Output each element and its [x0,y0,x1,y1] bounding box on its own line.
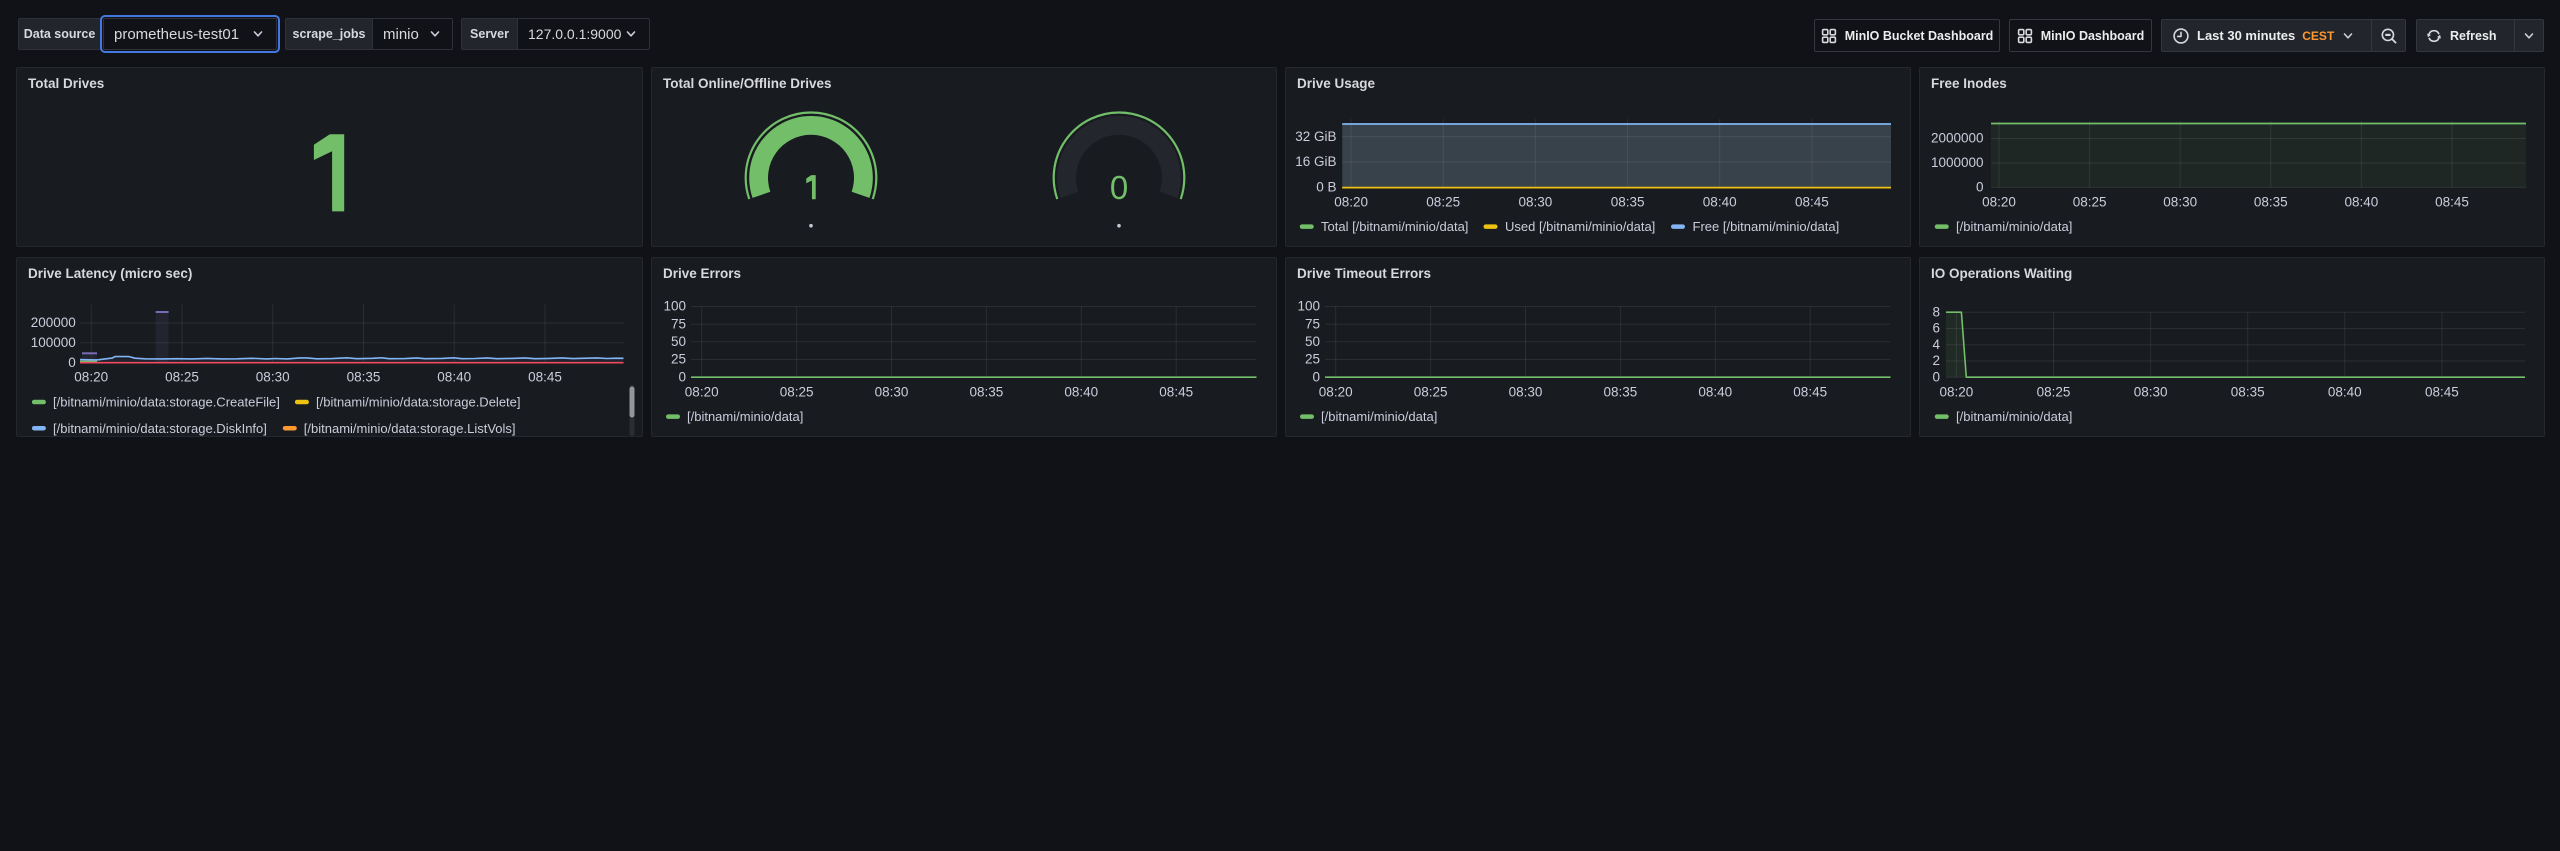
svg-text:Total [/bitnami/minio/data]: Total [/bitnami/minio/data] [1321,219,1468,234]
svg-text:08:30: 08:30 [256,369,290,384]
svg-text:[/bitnami/minio/data]: [/bitnami/minio/data] [687,409,803,424]
svg-text:08:35: 08:35 [1604,384,1638,399]
svg-text:0: 0 [1932,369,1940,384]
svg-text:200000: 200000 [31,315,76,330]
svg-text:08:45: 08:45 [1793,384,1827,399]
svg-text:08:35: 08:35 [2231,384,2265,399]
svg-text:08:40: 08:40 [1703,194,1737,209]
svg-text:08:45: 08:45 [1159,384,1193,399]
svg-text:08:25: 08:25 [780,384,814,399]
svg-text:[/bitnami/minio/data:storage.C: [/bitnami/minio/data:storage.CreateFile] [53,394,280,409]
svg-text:[/bitnami/minio/data]: [/bitnami/minio/data] [1956,219,2072,234]
svg-text:50: 50 [1305,334,1320,349]
svg-text:08:40: 08:40 [2328,384,2362,399]
svg-text:08:45: 08:45 [528,369,562,384]
svg-text:08:20: 08:20 [1982,194,2016,209]
svg-text:08:30: 08:30 [875,384,909,399]
svg-text:75: 75 [671,316,686,331]
svg-text:08:35: 08:35 [347,369,381,384]
svg-text:08:20: 08:20 [1319,384,1353,399]
svg-text:100000: 100000 [31,335,76,350]
svg-text:1000000: 1000000 [1931,155,1984,170]
svg-text:6: 6 [1932,321,1940,336]
svg-text:08:25: 08:25 [1426,194,1460,209]
svg-text:08:45: 08:45 [2435,194,2469,209]
svg-text:25: 25 [671,352,686,367]
svg-text:08:35: 08:35 [970,384,1004,399]
svg-text:08:20: 08:20 [685,384,719,399]
svg-text:2000000: 2000000 [1931,131,1984,146]
svg-text:100: 100 [1297,299,1320,314]
svg-text:75: 75 [1305,316,1320,331]
svg-text:0: 0 [68,355,76,370]
svg-text:08:30: 08:30 [1509,384,1543,399]
svg-text:4: 4 [1932,337,1940,352]
svg-text:08:40: 08:40 [1698,384,1732,399]
svg-text:08:25: 08:25 [2037,384,2071,399]
svg-text:Free [/bitnami/minio/data]: Free [/bitnami/minio/data] [1693,219,1840,234]
svg-text:08:30: 08:30 [2134,384,2168,399]
svg-text:0: 0 [1110,169,1128,206]
svg-text:16 GiB: 16 GiB [1295,154,1336,169]
svg-text:08:35: 08:35 [1611,194,1645,209]
svg-text:08:20: 08:20 [1334,194,1368,209]
svg-text:[/bitnami/minio/data:storage.L: [/bitnami/minio/data:storage.ListVols] [304,421,516,436]
svg-text:Used [/bitnami/minio/data]: Used [/bitnami/minio/data] [1505,219,1655,234]
svg-text:8: 8 [1932,304,1940,319]
svg-text:08:40: 08:40 [1064,384,1098,399]
svg-text:[/bitnami/minio/data]: [/bitnami/minio/data] [1321,409,1437,424]
svg-text:100: 100 [663,299,686,314]
svg-text:08:35: 08:35 [2254,194,2288,209]
svg-text:2: 2 [1932,353,1940,368]
svg-text:[/bitnami/minio/data]: [/bitnami/minio/data] [1956,409,2072,424]
svg-text:08:40: 08:40 [2345,194,2379,209]
svg-text:08:25: 08:25 [2073,194,2107,209]
svg-text:08:20: 08:20 [74,369,108,384]
svg-text:08:25: 08:25 [165,369,199,384]
svg-text:08:40: 08:40 [437,369,471,384]
svg-text:08:30: 08:30 [1519,194,1553,209]
svg-text:0: 0 [1976,180,1984,195]
svg-text:08:25: 08:25 [1414,384,1448,399]
svg-text:0 B: 0 B [1316,180,1336,195]
svg-text:[/bitnami/minio/data:storage.D: [/bitnami/minio/data:storage.DiskInfo] [53,421,267,436]
svg-text:08:30: 08:30 [2163,194,2197,209]
svg-text:50: 50 [671,334,686,349]
svg-text:08:45: 08:45 [1795,194,1829,209]
svg-text:[/bitnami/minio/data:storage.D: [/bitnami/minio/data:storage.Delete] [316,394,521,409]
svg-text:32 GiB: 32 GiB [1295,129,1336,144]
svg-text:0: 0 [678,369,686,384]
svg-text:08:45: 08:45 [2425,384,2459,399]
svg-text:0: 0 [1312,369,1320,384]
svg-text:08:20: 08:20 [1940,384,1974,399]
svg-text:25: 25 [1305,352,1320,367]
